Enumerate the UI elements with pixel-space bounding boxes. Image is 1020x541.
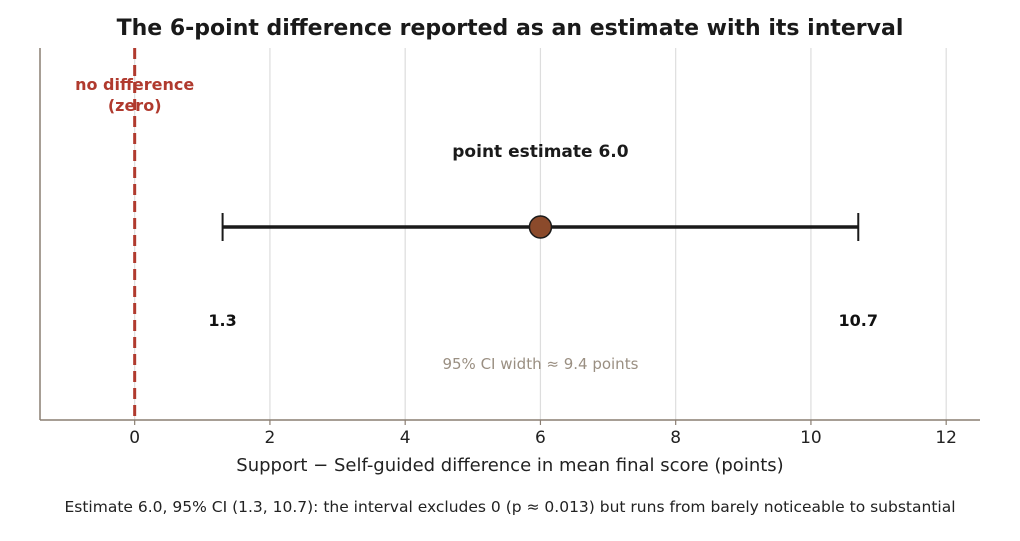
reference-label-line2: (zero) <box>108 96 162 115</box>
x-tick-label: 12 <box>935 428 957 448</box>
ci-lower-label: 1.3 <box>208 311 236 330</box>
ci-width-note: 95% CI width ≈ 9.4 points <box>442 355 638 373</box>
x-tick-label: 6 <box>535 428 546 448</box>
grid-lines <box>134 48 947 420</box>
x-tick-label: 8 <box>670 428 681 448</box>
ci-upper-label: 10.7 <box>839 311 878 330</box>
x-tick-label: 10 <box>800 428 822 448</box>
caption: Estimate 6.0, 95% CI (1.3, 10.7): the in… <box>64 498 956 516</box>
x-ticks: 0 2 4 6 8 10 12 <box>129 420 957 448</box>
chart-title: The 6-point difference reported as an es… <box>117 16 904 41</box>
x-tick-label: 4 <box>400 428 411 448</box>
reference-label-line1: no difference <box>75 75 194 94</box>
x-tick-label: 2 <box>265 428 276 448</box>
point-estimate-marker <box>528 215 553 239</box>
x-tick-label: 0 <box>129 428 140 448</box>
point-estimate-label: point estimate 6.0 <box>452 142 628 162</box>
x-axis-label: Support − Self-guided difference in mean… <box>236 455 783 476</box>
